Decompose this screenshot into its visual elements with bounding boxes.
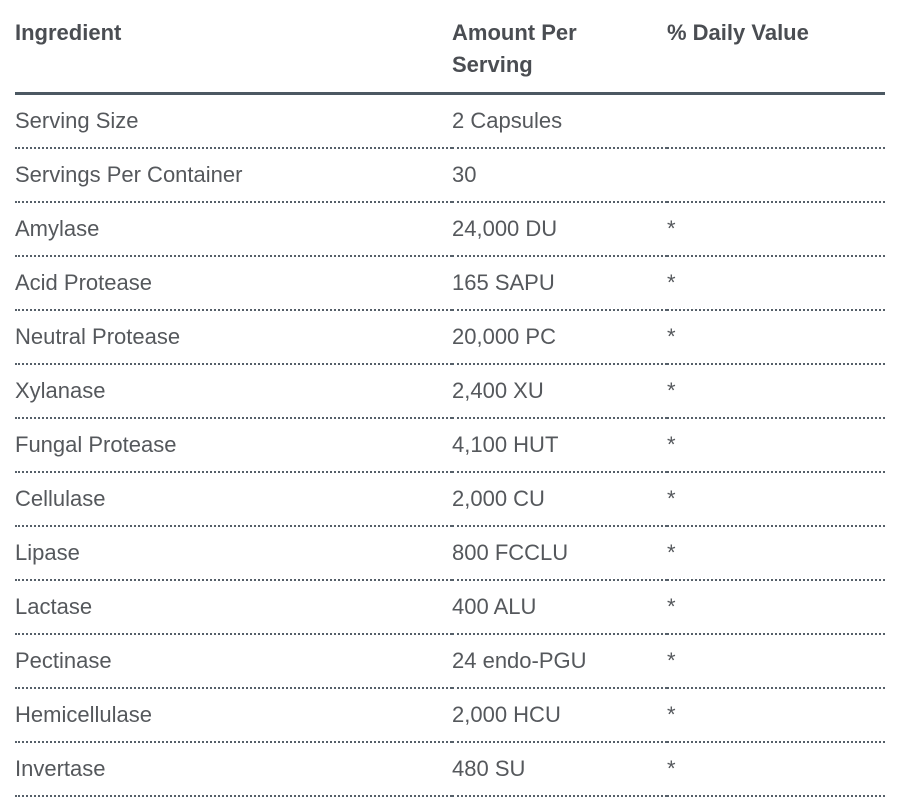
daily-value-cell: * <box>667 216 676 241</box>
table-row: Lipase 800 FCCLU * <box>15 526 885 580</box>
table-row: Amylase 24,000 DU * <box>15 202 885 256</box>
table-header: Ingredient Amount Per Serving % Daily Va… <box>15 0 885 95</box>
ingredient-name: Pectinase <box>15 648 112 673</box>
daily-value-cell: * <box>667 540 676 565</box>
daily-value-cell: * <box>667 702 676 727</box>
column-header-amount-per-serving: Amount Per Serving <box>452 0 667 95</box>
table-row: Hemicellulase 2,000 HCU * <box>15 688 885 742</box>
daily-value-cell: * <box>667 432 676 457</box>
table-row: Servings Per Container 30 <box>15 148 885 202</box>
ingredient-name: Serving Size <box>15 108 139 133</box>
ingredient-name: Lactase <box>15 594 93 619</box>
ingredient-name: Xylanase <box>15 378 106 403</box>
daily-value-cell <box>667 148 885 202</box>
daily-value-cell <box>667 94 885 149</box>
table-row: Cellulase 2,000 CU * <box>15 472 885 526</box>
ingredient-name: Acid Protease <box>15 270 152 295</box>
amount-per-serving-value: 30 <box>452 162 477 187</box>
amount-per-serving-value: 2,000 CU <box>452 486 545 511</box>
amount-per-serving-value: 800 FCCLU <box>452 540 569 565</box>
table-row: Lactase 400 ALU * <box>15 580 885 634</box>
amount-per-serving-value: 480 SU <box>452 756 526 781</box>
amount-per-serving-value: 400 ALU <box>452 594 537 619</box>
table-row: Serving Size 2 Capsules <box>15 94 885 149</box>
header-row: Ingredient Amount Per Serving % Daily Va… <box>15 0 885 95</box>
amount-per-serving-value: 165 SAPU <box>452 270 555 295</box>
column-header-daily-value: % Daily Value <box>667 0 885 95</box>
daily-value-cell: * <box>667 486 676 511</box>
column-header-ingredient: Ingredient <box>15 0 452 95</box>
ingredient-name: Cellulase <box>15 486 106 511</box>
daily-value-cell: * <box>667 324 676 349</box>
table-body: Serving Size 2 Capsules Servings Per Con… <box>15 94 885 796</box>
amount-per-serving-value: 24,000 DU <box>452 216 558 241</box>
table-row: Pectinase 24 endo-PGU * <box>15 634 885 688</box>
table-row: Invertase 480 SU * <box>15 742 885 796</box>
table-row: Fungal Protease 4,100 HUT * <box>15 418 885 472</box>
supplement-facts-table: Ingredient Amount Per Serving % Daily Va… <box>15 0 885 797</box>
table-row: Xylanase 2,400 XU * <box>15 364 885 418</box>
ingredient-name: Servings Per Container <box>15 162 243 187</box>
ingredient-name: Hemicellulase <box>15 702 152 727</box>
amount-per-serving-value: 24 endo-PGU <box>452 648 587 673</box>
amount-per-serving-value: 4,100 HUT <box>452 432 559 457</box>
amount-per-serving-value: 2 Capsules <box>452 108 563 133</box>
daily-value-cell: * <box>667 648 676 673</box>
daily-value-cell: * <box>667 756 676 781</box>
ingredient-name: Neutral Protease <box>15 324 181 349</box>
ingredient-name: Invertase <box>15 756 106 781</box>
amount-per-serving-value: 2,400 XU <box>452 378 544 403</box>
table-row: Neutral Protease 20,000 PC * <box>15 310 885 364</box>
amount-per-serving-value: 2,000 HCU <box>452 702 561 727</box>
daily-value-cell: * <box>667 594 676 619</box>
daily-value-cell: * <box>667 270 676 295</box>
table-row: Acid Protease 165 SAPU * <box>15 256 885 310</box>
ingredient-name: Amylase <box>15 216 100 241</box>
amount-per-serving-value: 20,000 PC <box>452 324 556 349</box>
daily-value-cell: * <box>667 378 676 403</box>
ingredient-name: Fungal Protease <box>15 432 177 457</box>
ingredient-name: Lipase <box>15 540 80 565</box>
